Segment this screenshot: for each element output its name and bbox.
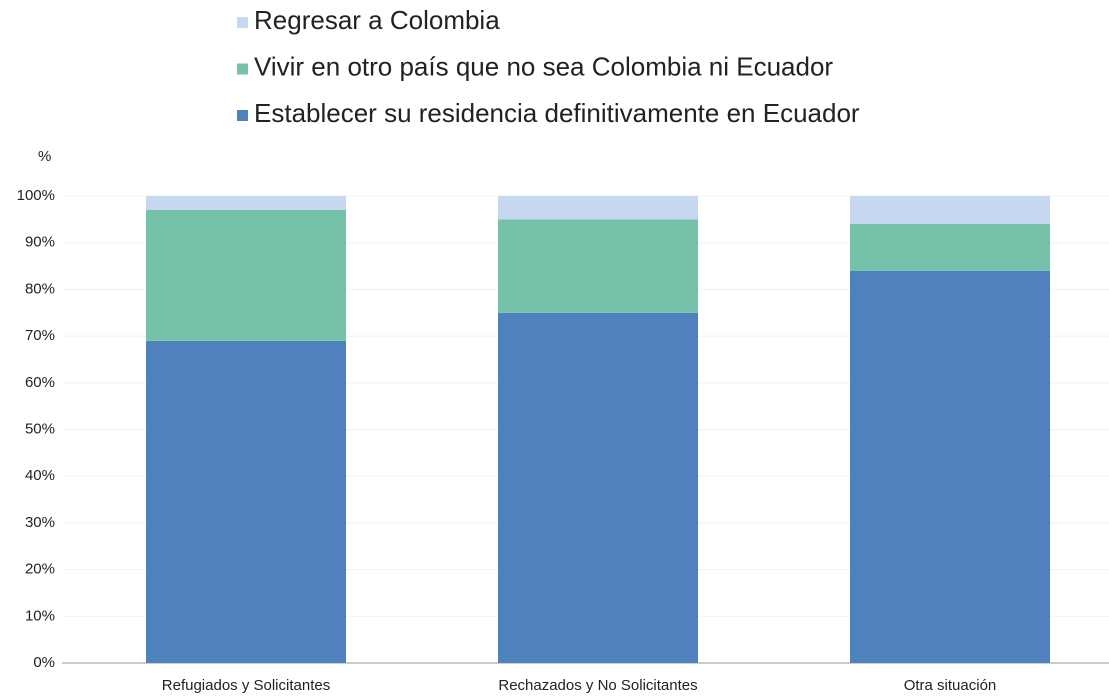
legend-label: Vivir en otro país que no sea Colombia n… [254, 51, 833, 81]
bar-segment [146, 340, 346, 663]
bar-segment [850, 224, 1050, 271]
bar-segment [498, 196, 698, 220]
y-tick-label: 30% [25, 514, 55, 531]
legend-label: Establecer su residencia definitivamente… [254, 98, 860, 128]
bar-segment [850, 270, 1050, 663]
y-tick-label: 100% [17, 187, 55, 204]
bar-segment [146, 210, 346, 341]
y-tick-label: 90% [25, 234, 55, 251]
bar-segment [850, 196, 1050, 225]
y-tick-label: 50% [25, 420, 55, 437]
legend-swatch [237, 17, 248, 28]
bar-segment [498, 219, 698, 313]
y-tick-label: 10% [25, 607, 55, 624]
legend-swatch [237, 63, 248, 75]
y-tick-label: 80% [25, 280, 55, 297]
bar-segment [146, 196, 346, 211]
x-tick-label: Otra situación [904, 677, 997, 694]
y-tick-label: 0% [33, 654, 55, 671]
x-tick-label: Rechazados y No Solicitantes [498, 677, 697, 694]
y-axis-label: % [38, 148, 51, 165]
x-tick-label: Refugiados y Solicitantes [162, 677, 330, 694]
legend-label: Regresar a Colombia [254, 5, 500, 35]
y-tick-label: 60% [25, 374, 55, 391]
bar-segment [498, 312, 698, 663]
legend-swatch [237, 110, 248, 121]
y-tick-label: 20% [25, 561, 55, 578]
y-tick-label: 40% [25, 467, 55, 484]
y-tick-label: 70% [25, 327, 55, 344]
